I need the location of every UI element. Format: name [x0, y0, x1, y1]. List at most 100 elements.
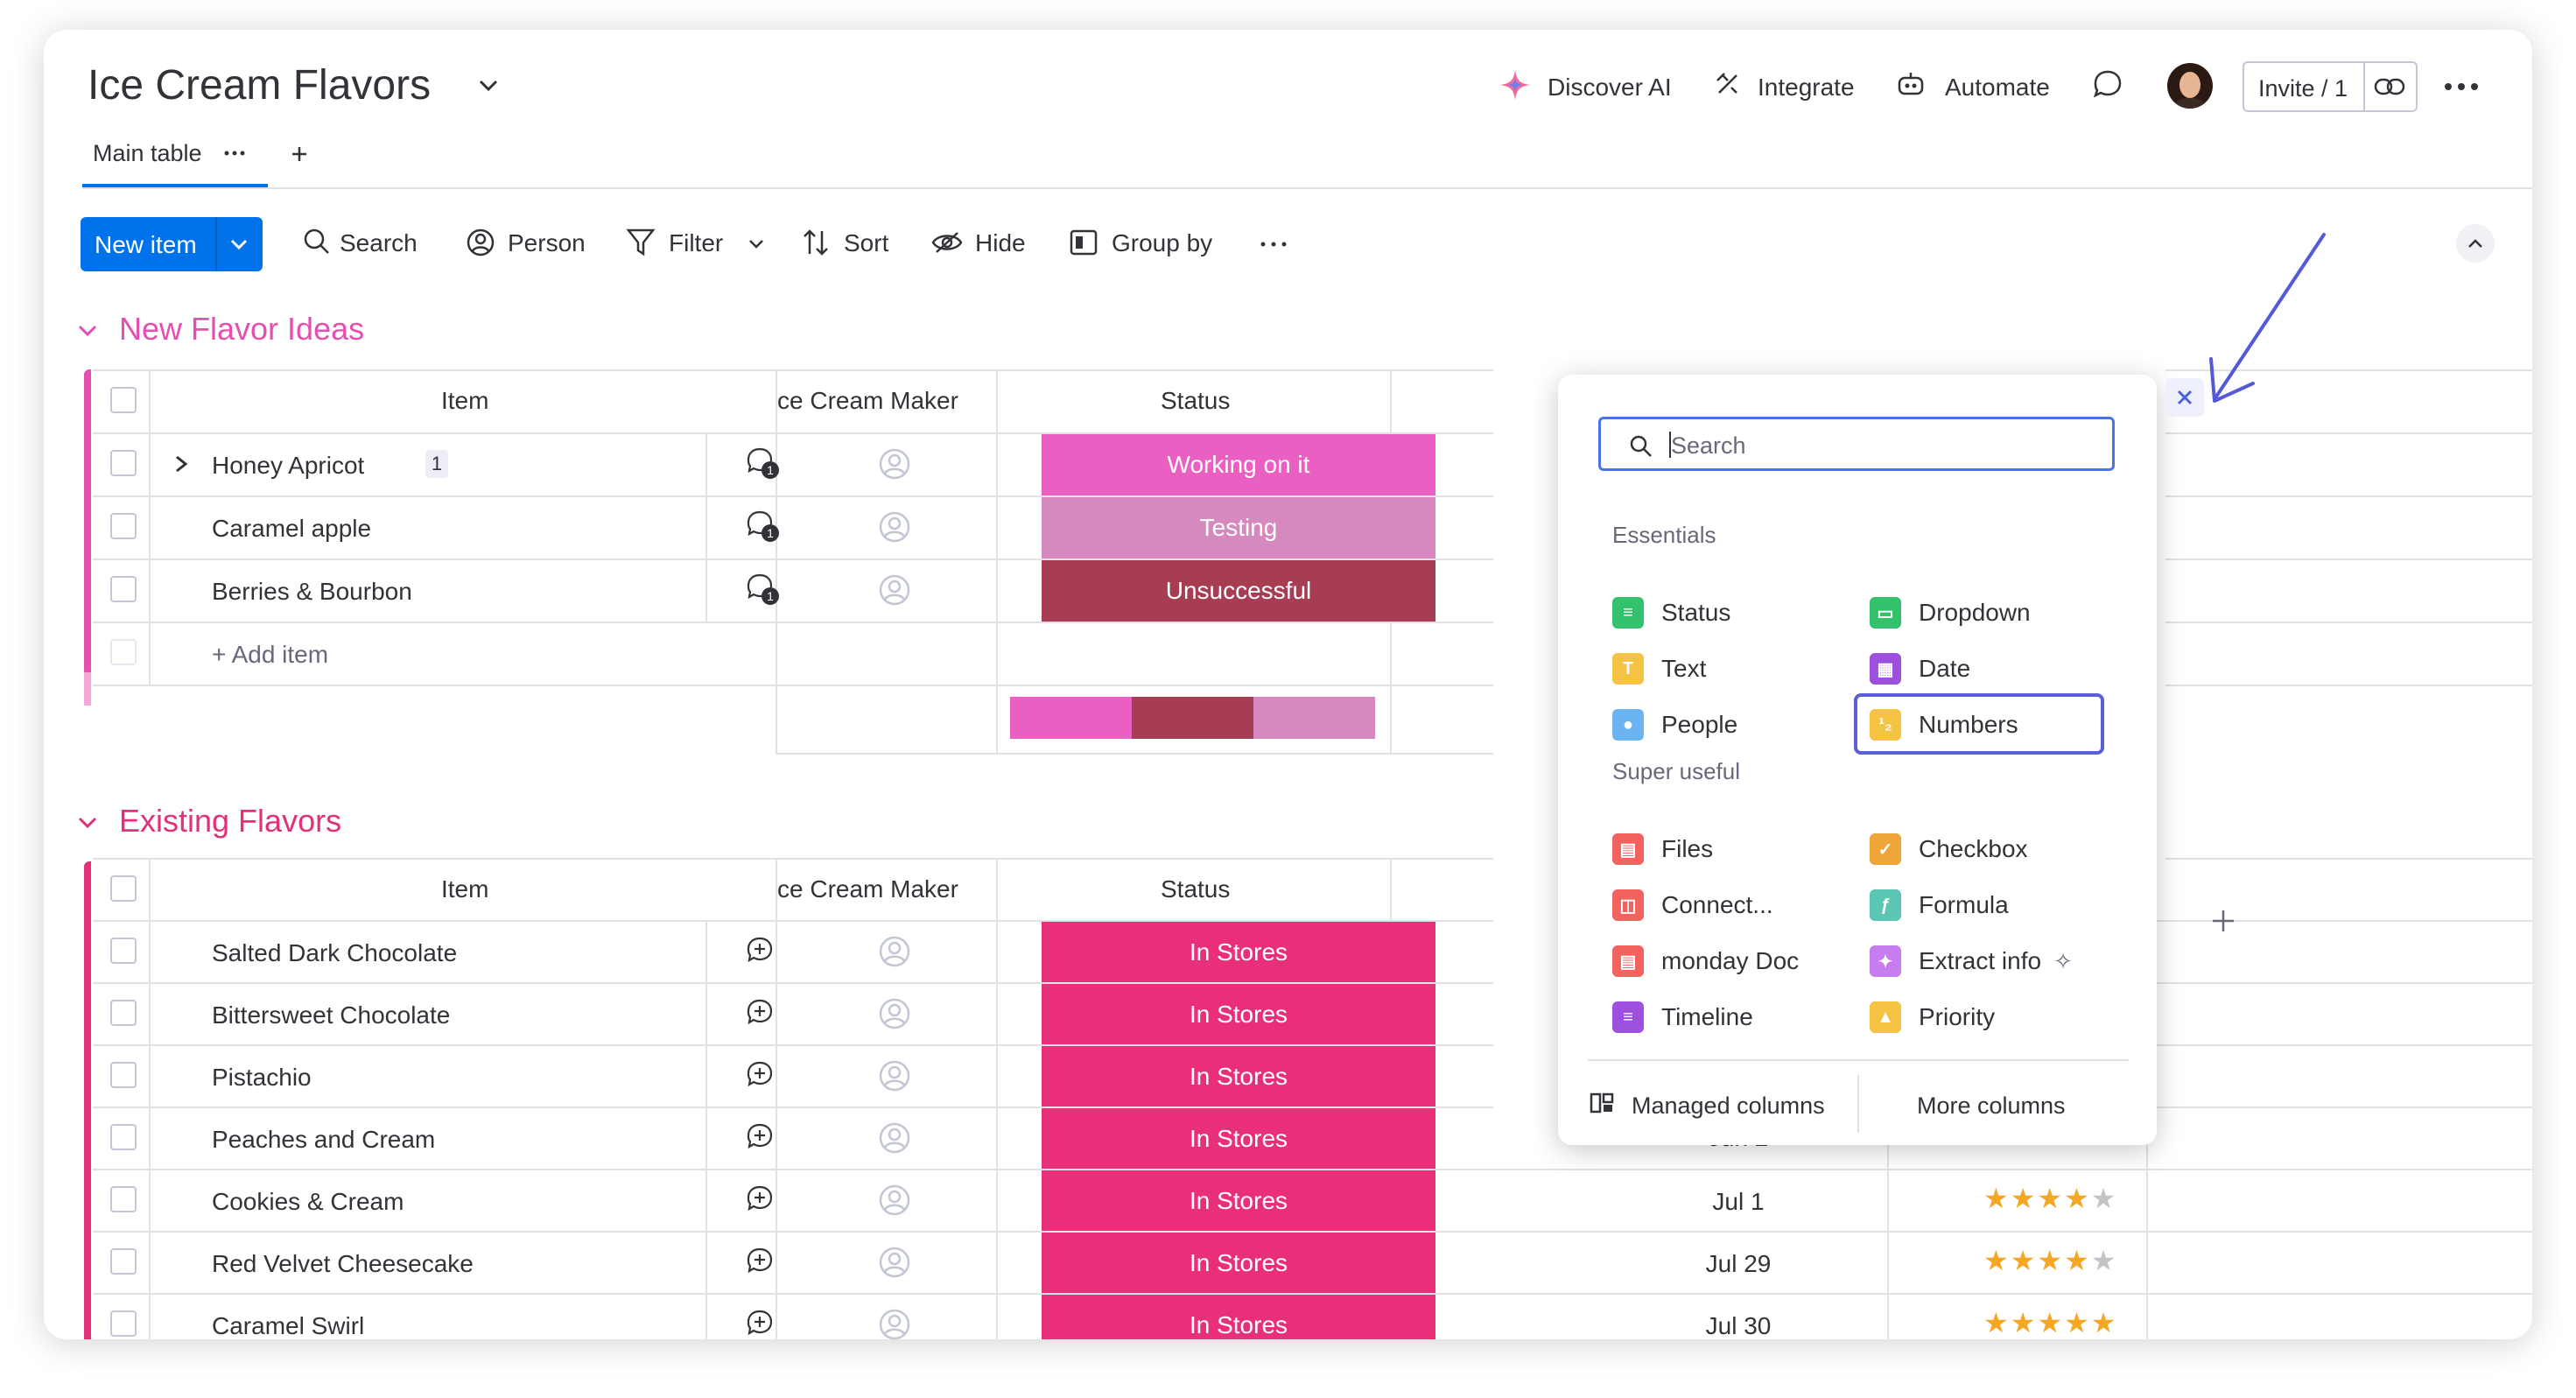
group1-collapse-chevron-icon[interactable]: [77, 324, 98, 338]
star-filled-icon[interactable]: ★: [2090, 1307, 2118, 1338]
row-checkbox[interactable]: [110, 576, 137, 602]
toolbar-more-icon[interactable]: [1260, 242, 1287, 247]
star-filled-icon[interactable]: ★: [2037, 1183, 2065, 1214]
star-empty-icon[interactable]: ★: [2090, 1245, 2118, 1276]
star-filled-icon[interactable]: ★: [1983, 1307, 2011, 1338]
column-type-files[interactable]: ▤ Files: [1612, 832, 1713, 867]
person-filter-button[interactable]: Person: [508, 229, 586, 256]
group2-collapse-chevron-icon[interactable]: [77, 816, 98, 830]
row-checkbox[interactable]: [110, 1186, 137, 1212]
star-filled-icon[interactable]: ★: [2010, 1183, 2038, 1214]
person-placeholder-icon[interactable]: [879, 1122, 910, 1154]
tab-more-icon[interactable]: [224, 151, 245, 156]
status-cell[interactable]: Unsuccessful: [1042, 560, 1435, 622]
add-update-icon[interactable]: [746, 1184, 776, 1212]
integrate-button[interactable]: Integrate: [1758, 74, 1855, 101]
add-item-input[interactable]: + Add item: [212, 641, 329, 668]
star-filled-icon[interactable]: ★: [2037, 1307, 2065, 1338]
column-type-people[interactable]: ● People: [1612, 707, 1737, 742]
person-placeholder-icon[interactable]: [879, 511, 910, 543]
person-placeholder-icon[interactable]: [879, 936, 910, 967]
row-checkbox[interactable]: [110, 1062, 137, 1088]
tab-main-table[interactable]: Main table: [93, 140, 202, 166]
item-name[interactable]: Cookies & Cream: [212, 1188, 404, 1215]
add-update-icon[interactable]: [746, 1247, 776, 1275]
new-item-button[interactable]: New item: [81, 217, 263, 271]
updates-count-icon[interactable]: 1: [746, 573, 781, 608]
filter-chevron-down-icon[interactable]: [748, 238, 765, 250]
column-type-date[interactable]: ▦ Date: [1870, 651, 1970, 686]
row-checkbox[interactable]: [110, 1124, 137, 1150]
table-row[interactable]: Pistachio In Stores: [93, 1044, 2532, 1106]
item-name[interactable]: Honey Apricot: [212, 452, 365, 479]
search-button[interactable]: Search: [340, 229, 418, 256]
row-checkbox[interactable]: [110, 1248, 137, 1275]
status-cell[interactable]: In Stores: [1042, 1046, 1435, 1106]
star-filled-icon[interactable]: ★: [2037, 1245, 2065, 1276]
row-checkbox[interactable]: [110, 1310, 137, 1337]
column-type-timeline[interactable]: ≡ Timeline: [1612, 1000, 1753, 1035]
g2-select-all-checkbox[interactable]: [110, 875, 137, 902]
table-row[interactable]: Bittersweet Chocolate In Stores: [93, 982, 2532, 1044]
group-by-button[interactable]: Group by: [1112, 229, 1213, 256]
column-type-text[interactable]: T Text: [1612, 651, 1706, 686]
updates-count-icon[interactable]: 1: [746, 509, 781, 544]
row-checkbox[interactable]: [110, 938, 137, 964]
status-cell[interactable]: In Stores: [1042, 1233, 1435, 1293]
column-type-numbers[interactable]: ¹₂ Numbers: [1870, 707, 2018, 742]
item-name[interactable]: Bittersweet Chocolate: [212, 1001, 451, 1029]
group1-title[interactable]: New Flavor Ideas: [119, 311, 365, 347]
table-row[interactable]: Red Velvet Cheesecake In Stores Jul 29 ★ ★ ★ ★…: [93, 1231, 2532, 1293]
status-cell[interactable]: Working on it: [1042, 434, 1435, 495]
table-row[interactable]: Cookies & Cream In Stores Jul 1 ★ ★ ★ ★ ★: [93, 1169, 2532, 1231]
status-cell[interactable]: In Stores: [1042, 922, 1435, 982]
table-row[interactable]: Honey Apricot 1 1 Working on it: [93, 432, 1493, 495]
person-placeholder-icon[interactable]: [879, 448, 910, 480]
new-item-dropdown-icon[interactable]: [229, 238, 249, 250]
rating-cell[interactable]: ★ ★ ★ ★ ★: [1983, 1247, 2117, 1275]
date-cell[interactable]: Jul 30: [1705, 1312, 1772, 1339]
date-cell[interactable]: Jul 29: [1705, 1250, 1772, 1277]
automate-button[interactable]: Automate: [1945, 74, 2050, 101]
column-type-status[interactable]: ≡ Status: [1612, 595, 1730, 630]
star-filled-icon[interactable]: ★: [2010, 1245, 2038, 1276]
item-name[interactable]: Caramel apple: [212, 515, 372, 542]
date-cell[interactable]: Jul 1: [1712, 1188, 1765, 1215]
person-placeholder-icon[interactable]: [879, 1247, 910, 1278]
star-filled-icon[interactable]: ★: [2064, 1245, 2091, 1276]
table-row[interactable]: Caramel apple 1 Testing: [93, 495, 1493, 558]
status-cell[interactable]: In Stores: [1042, 1295, 1435, 1339]
filter-button[interactable]: Filter: [669, 229, 724, 256]
board-title[interactable]: Ice Cream Flavors: [88, 62, 432, 109]
updates-count-icon[interactable]: 1: [746, 446, 781, 481]
table-row[interactable]: Berries & Bourbon 1 Unsuccessful: [93, 558, 1493, 622]
discover-ai-button[interactable]: Discover AI: [1548, 74, 1672, 101]
column-type-formula[interactable]: ƒ Formula: [1870, 888, 2009, 923]
column-type-extract-info[interactable]: ✦ Extract info ✧: [1870, 944, 2073, 979]
item-name[interactable]: Red Velvet Cheesecake: [212, 1250, 474, 1277]
column-type-checkbox[interactable]: ✓ Checkbox: [1870, 832, 2028, 867]
status-cell[interactable]: In Stores: [1042, 1108, 1435, 1169]
status-cell[interactable]: In Stores: [1042, 984, 1435, 1044]
expand-subitems-chevron-icon[interactable]: [173, 454, 189, 474]
add-update-icon[interactable]: [746, 1060, 776, 1088]
item-name[interactable]: Berries & Bourbon: [212, 578, 412, 605]
person-placeholder-icon[interactable]: [879, 998, 910, 1029]
chevron-down-icon[interactable]: [478, 79, 499, 93]
item-name[interactable]: Salted Dark Chocolate: [212, 939, 458, 966]
status-cell[interactable]: In Stores: [1042, 1170, 1435, 1231]
column-type-monday-doc[interactable]: ▤ monday Doc: [1612, 944, 1799, 979]
add-update-icon[interactable]: [746, 998, 776, 1026]
star-filled-icon[interactable]: ★: [2010, 1307, 2038, 1338]
column-type-priority[interactable]: ▲ Priority: [1870, 1000, 1995, 1035]
sort-button[interactable]: Sort: [844, 229, 889, 256]
link-icon[interactable]: [2374, 75, 2405, 98]
status-cell[interactable]: Testing: [1042, 497, 1435, 558]
item-name[interactable]: Peaches and Cream: [212, 1126, 436, 1153]
more-columns-button[interactable]: More columns: [1917, 1092, 2066, 1119]
person-placeholder-icon[interactable]: [879, 1060, 910, 1092]
chat-bubble-icon[interactable]: [2092, 68, 2123, 100]
person-placeholder-icon[interactable]: [879, 1184, 910, 1216]
column-type-connect[interactable]: ◫ Connect...: [1612, 888, 1773, 923]
